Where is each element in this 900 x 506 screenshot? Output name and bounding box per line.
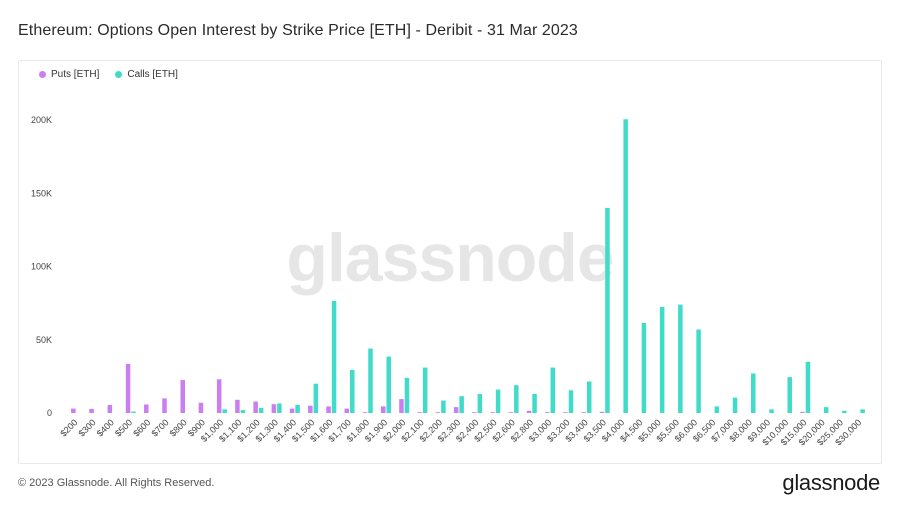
bar-calls[interactable] bbox=[860, 409, 865, 413]
x-tick-label: $200 bbox=[58, 417, 79, 438]
bar-puts[interactable] bbox=[253, 401, 258, 413]
bar-puts[interactable] bbox=[180, 380, 185, 413]
bar-calls[interactable] bbox=[386, 356, 391, 413]
bar-puts[interactable] bbox=[417, 412, 422, 413]
bar-puts[interactable] bbox=[162, 398, 167, 413]
legend-item-puts[interactable]: Puts [ETH] bbox=[39, 69, 99, 80]
bar-calls[interactable] bbox=[823, 407, 829, 413]
bar-calls[interactable] bbox=[605, 207, 610, 413]
bar-puts[interactable] bbox=[599, 411, 605, 413]
bar-puts[interactable] bbox=[271, 404, 277, 413]
bar-calls[interactable] bbox=[258, 407, 264, 413]
bar-puts[interactable] bbox=[545, 412, 550, 413]
bar-puts[interactable] bbox=[508, 412, 514, 413]
bar-puts[interactable] bbox=[144, 404, 149, 414]
bar-calls[interactable] bbox=[714, 406, 720, 413]
bar-calls[interactable] bbox=[732, 397, 738, 413]
x-tick-label: $500 bbox=[113, 417, 134, 438]
bar-calls[interactable] bbox=[550, 367, 556, 413]
bar-puts[interactable] bbox=[326, 406, 331, 413]
bar-calls[interactable] bbox=[751, 373, 756, 413]
bar-calls[interactable] bbox=[350, 369, 355, 413]
bar-calls[interactable] bbox=[240, 410, 246, 413]
bar-calls[interactable] bbox=[696, 329, 701, 414]
bar-puts[interactable] bbox=[308, 405, 313, 413]
bar-calls[interactable] bbox=[659, 306, 665, 413]
bar-calls[interactable] bbox=[131, 411, 136, 413]
chart-panel: glassnode 0 50K 100K 150K 200K $200 $300 $400 $5… bbox=[18, 60, 882, 464]
y-tick-label: 0 bbox=[47, 408, 52, 418]
bar-calls[interactable] bbox=[422, 367, 428, 413]
bar-calls[interactable] bbox=[805, 361, 811, 413]
bar-calls[interactable] bbox=[277, 403, 282, 413]
bar-calls[interactable] bbox=[787, 377, 792, 413]
bar-puts[interactable] bbox=[563, 412, 568, 413]
bar-puts[interactable] bbox=[490, 412, 495, 413]
bar-calls[interactable] bbox=[514, 385, 519, 413]
x-tick-label: $300 bbox=[77, 417, 98, 438]
chart-title: Ethereum: Options Open Interest by Strik… bbox=[18, 22, 578, 39]
bar-puts[interactable] bbox=[380, 406, 386, 413]
bar-calls[interactable] bbox=[568, 390, 574, 413]
legend-item-calls[interactable]: Calls [ETH] bbox=[115, 69, 178, 80]
bar-calls[interactable] bbox=[586, 381, 592, 414]
y-tick-label: 50K bbox=[36, 335, 52, 345]
bar-calls[interactable] bbox=[441, 400, 446, 413]
bar-puts[interactable] bbox=[198, 402, 204, 413]
bar-puts[interactable] bbox=[216, 379, 222, 413]
bar-calls[interactable] bbox=[623, 119, 628, 413]
x-tick-label: $400 bbox=[95, 417, 116, 438]
bar-calls[interactable] bbox=[532, 393, 537, 413]
bar-calls[interactable] bbox=[222, 409, 227, 413]
bar-puts[interactable] bbox=[435, 412, 441, 413]
copyright: © 2023 Glassnode. All Rights Reserved. bbox=[18, 477, 215, 489]
bar-calls[interactable] bbox=[477, 393, 483, 413]
bar-calls[interactable] bbox=[678, 304, 683, 413]
bar-puts[interactable] bbox=[344, 408, 350, 413]
y-tick-label: 100K bbox=[31, 262, 52, 272]
bar-puts[interactable] bbox=[107, 404, 113, 413]
bar-puts[interactable] bbox=[289, 408, 295, 413]
bar-puts[interactable] bbox=[89, 408, 94, 413]
bar-calls[interactable] bbox=[641, 322, 647, 413]
bar-calls[interactable] bbox=[842, 410, 847, 413]
bar-puts[interactable] bbox=[526, 410, 532, 413]
puts-swatch-icon bbox=[39, 71, 46, 78]
bar-puts[interactable] bbox=[800, 411, 805, 413]
calls-swatch-icon bbox=[115, 71, 123, 78]
bar-calls[interactable] bbox=[331, 300, 337, 413]
bar-calls[interactable] bbox=[295, 404, 300, 413]
bar-puts[interactable] bbox=[235, 399, 240, 413]
x-tick-label: $600 bbox=[131, 417, 152, 438]
bar-puts[interactable] bbox=[399, 399, 404, 413]
bar-puts[interactable] bbox=[453, 407, 459, 413]
bar-puts[interactable] bbox=[125, 363, 131, 413]
bar-chart: 0 50K 100K 150K 200K $200$300$400$500$600$700… bbox=[31, 115, 865, 447]
bar-puts[interactable] bbox=[472, 412, 477, 413]
bar-calls[interactable] bbox=[313, 383, 319, 413]
bar-puts[interactable] bbox=[362, 412, 368, 413]
bar-calls[interactable] bbox=[495, 389, 501, 413]
bar-puts[interactable] bbox=[581, 412, 586, 413]
legend: Puts [ETH] Calls [ETH] bbox=[39, 69, 178, 80]
legend-label-puts: Puts [ETH] bbox=[51, 69, 100, 80]
bar-calls[interactable] bbox=[769, 409, 774, 413]
bar-calls[interactable] bbox=[368, 348, 373, 413]
bar-puts[interactable] bbox=[71, 408, 76, 413]
legend-label-calls: Calls [ETH] bbox=[127, 69, 178, 80]
y-tick-label: 150K bbox=[31, 188, 52, 198]
x-tick-label: $700 bbox=[149, 417, 170, 438]
brand-logo[interactable]: glassnode bbox=[782, 470, 880, 495]
y-tick-label: 200K bbox=[31, 115, 52, 125]
x-tick-label: $800 bbox=[168, 417, 189, 438]
bar-calls[interactable] bbox=[459, 396, 464, 413]
bar-calls[interactable] bbox=[404, 377, 410, 413]
